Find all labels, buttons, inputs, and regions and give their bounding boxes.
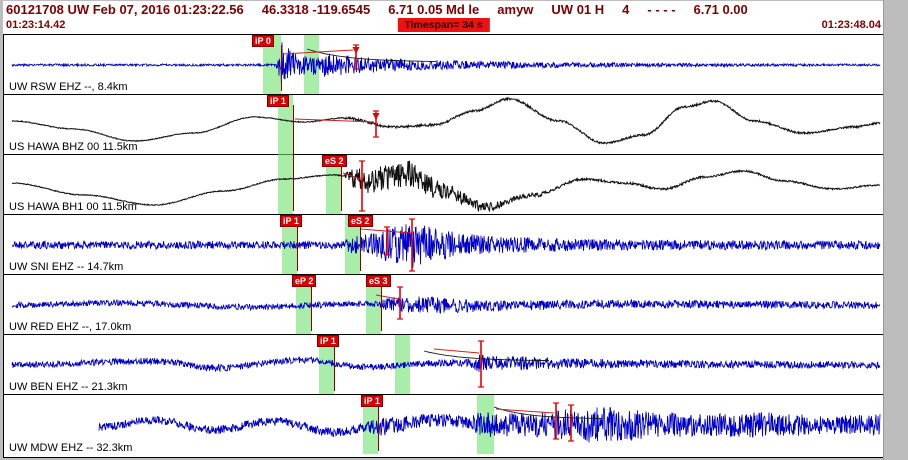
waveform-trace — [11, 296, 881, 314]
window-start-time: 01:23:14.42 — [6, 19, 66, 31]
phase-pick-line[interactable] — [381, 285, 382, 331]
amplitude-marker[interactable] — [352, 44, 360, 70]
amplitude-marker[interactable] — [478, 340, 484, 388]
station-label: UW RED EHZ --, 17.0km — [9, 321, 132, 333]
amplitude-marker[interactable] — [568, 404, 574, 442]
magnitude-secondary: 6.71 0.00 — [693, 2, 748, 17]
amplitude-leader-line — [360, 228, 411, 234]
phase-pick-line[interactable] — [297, 225, 298, 271]
phase-pick-label[interactable]: eP 2 — [292, 275, 317, 287]
phase-pick-label[interactable]: iP 1 — [280, 215, 302, 227]
trace-plot[interactable] — [4, 395, 885, 455]
station-label: UW SNI EHZ -- 14.7km — [9, 261, 124, 273]
pick-window-band — [278, 95, 293, 214]
coda-decay-curve — [423, 350, 549, 362]
trace-plot[interactable] — [4, 275, 885, 335]
time-bar: 01:23:14.42 Timespan= 34 s 01:23:48.04 — [3, 18, 884, 34]
pick-window-band — [326, 155, 341, 214]
phase-pick-line[interactable] — [341, 165, 342, 211]
trace-area[interactable]: iP 0 UW RSW EHZ --, 8.4km iP 1 US HAWA BHZ … — [3, 34, 884, 458]
phase-pick-line[interactable] — [281, 45, 282, 91]
waveform-trace — [98, 406, 881, 443]
coda-decay-curve — [306, 48, 437, 62]
pick-window-band — [296, 275, 311, 334]
right-gutter — [883, 0, 908, 460]
phase-pick-label[interactable]: eS 3 — [366, 275, 391, 287]
trace-plot[interactable] — [4, 95, 885, 155]
trace-row-2[interactable]: iP 1 US HAWA BHZ 00 11.5km — [4, 95, 885, 214]
waveform-trace — [12, 96, 881, 145]
waveform-trace — [11, 354, 881, 373]
event-id-origin-time: 60121708 UW Feb 07, 2016 01:23:22.56 — [6, 2, 244, 17]
amplitude-leader-line — [342, 172, 362, 180]
station-label: US HAWA BHZ 00 11.5km — [9, 141, 138, 153]
trace-row-1[interactable]: iP 0 UW RSW EHZ --, 8.4km — [4, 35, 883, 95]
trace-row-3[interactable]: eS 2 US HAWA BH1 00 11.5km — [4, 155, 883, 215]
trace-plot[interactable] — [4, 335, 885, 395]
waveform-trace — [11, 224, 881, 268]
amplitude-marker[interactable] — [397, 286, 403, 320]
pick-window-band — [363, 395, 378, 454]
event-header: 60121708 UW Feb 07, 2016 01:23:22.56 46.… — [3, 1, 884, 18]
analyst-id: amyw — [497, 2, 534, 17]
station-label: UW MDW EHZ -- 32.3km — [9, 442, 133, 454]
timespan-badge: Timespan= 34 s — [397, 18, 490, 32]
status-dashes: - - - - — [647, 2, 676, 17]
phase-pick-label[interactable]: eS 2 — [348, 215, 373, 227]
amplitude-marker[interactable] — [359, 160, 365, 212]
coda-decay-curve — [493, 406, 602, 419]
amplitude-leader-line — [375, 294, 399, 300]
station-label: UW BEN EHZ -- 21.3km — [9, 381, 128, 393]
trace-row-6[interactable]: iP 1 UW BEN EHZ -- 21.3km — [4, 335, 883, 395]
phase-pick-line[interactable] — [293, 105, 294, 211]
phase-pick-line[interactable] — [378, 405, 379, 451]
amplitude-leader-line — [495, 408, 555, 414]
waveform-trace — [11, 160, 881, 213]
amplitude-marker[interactable] — [384, 226, 390, 256]
phase-pick-label[interactable]: iP 1 — [267, 95, 289, 107]
phase-pick-label[interactable]: iP 0 — [252, 35, 274, 47]
amplitude-leader-line — [282, 49, 354, 55]
station-label: US HAWA BH1 00 11.5km — [9, 201, 137, 213]
event-coordinates: 46.3318 -119.6545 — [261, 2, 371, 17]
pick-count: 4 — [622, 2, 630, 17]
trace-plot[interactable] — [4, 215, 885, 275]
amplitude-marker[interactable] — [409, 218, 415, 272]
window-end-time: 01:23:48.04 — [821, 19, 881, 31]
phase-pick-line[interactable] — [311, 285, 312, 331]
phase-pick-line[interactable] — [334, 345, 335, 391]
trace-plot[interactable] — [4, 35, 885, 95]
amplitude-marker[interactable] — [372, 110, 380, 138]
pick-window-band — [319, 335, 334, 394]
phase-pick-label[interactable]: eS 2 — [322, 155, 347, 167]
amplitude-marker[interactable] — [553, 402, 559, 440]
network-code: UW 01 H — [551, 2, 605, 17]
event-magnitude: 6.71 0.05 Md le — [388, 2, 480, 17]
trace-row-7[interactable]: iP 1 UW MDW EHZ -- 32.3km — [4, 395, 883, 455]
phase-pick-label[interactable]: iP 1 — [317, 335, 339, 347]
phase-pick-label[interactable]: iP 1 — [361, 395, 383, 407]
amplitude-leader-line — [433, 348, 480, 354]
amplitude-leader-line — [294, 118, 375, 123]
trace-row-5[interactable]: eP 2 eS 3 UW RED EHZ --, 17.0km — [4, 275, 883, 335]
phase-pick-line[interactable] — [360, 225, 361, 271]
trace-row-4[interactable]: iP 1 eS 2 UW SNI EHZ -- 14.7km — [4, 215, 883, 275]
trace-plot[interactable] — [4, 155, 885, 215]
waveform-viewer: 60121708 UW Feb 07, 2016 01:23:22.56 46.… — [3, 1, 884, 458]
pick-window-band — [282, 215, 297, 274]
station-label: UW RSW EHZ --, 8.4km — [9, 81, 128, 93]
waveform-trace — [11, 42, 881, 88]
